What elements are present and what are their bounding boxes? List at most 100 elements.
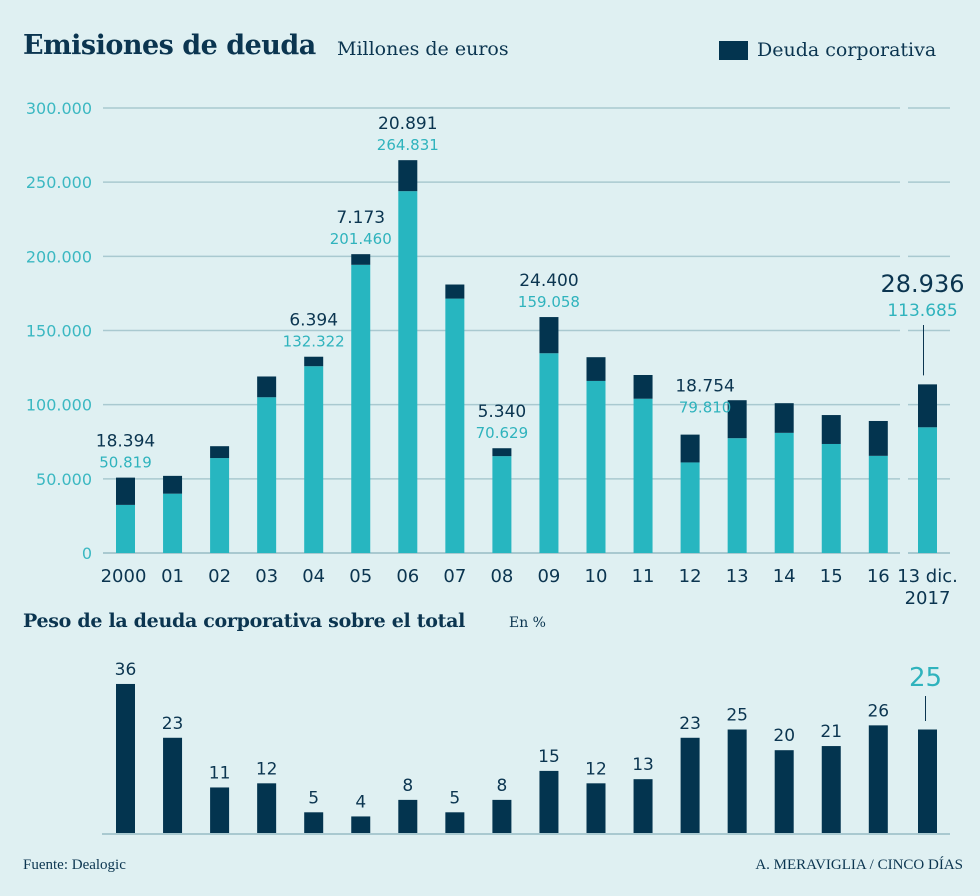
x-tick-label: 15 (820, 566, 843, 587)
data-label-corporate: 20.891 (378, 114, 437, 134)
data-label-corporate: 18.754 (675, 377, 734, 397)
percent-label: 12 (585, 759, 607, 779)
percent-label: 25 (726, 706, 748, 726)
percent-bar (868, 725, 888, 833)
bar-total-segment (492, 456, 512, 553)
x-tick-label: 14 (773, 566, 796, 587)
data-label-corporate: 6.394 (289, 311, 338, 331)
percent-bar (398, 799, 418, 833)
bar-total-segment (116, 504, 135, 553)
x-tick-label: 02 (208, 566, 231, 587)
x-tick-label: 01 (161, 566, 184, 587)
data-label-total: 264.831 (377, 136, 439, 154)
bar-corporate-segment (492, 448, 512, 457)
percent-label: 26 (867, 701, 889, 721)
bar-total-segment (680, 462, 700, 553)
secondary-chart-title: Peso de la deuda corporativa sobre el to… (23, 610, 466, 632)
data-label-corporate: 7.173 (336, 208, 385, 228)
percent-bar (918, 729, 937, 833)
bar-corporate-segment (774, 403, 794, 433)
percent-bar (727, 729, 747, 833)
y-tick-label: 100.000 (26, 396, 92, 415)
legend: Deuda corporativa (719, 39, 936, 61)
percent-label: 8 (402, 776, 413, 796)
percent-label: 8 (496, 776, 507, 796)
legend-label-corporate: Deuda corporativa (757, 39, 937, 61)
bar-corporate-segment (445, 284, 465, 299)
bar-total-segment (774, 432, 794, 553)
bar-corporate-segment (821, 415, 841, 444)
bar-total-segment (586, 380, 606, 553)
percent-bar (257, 783, 277, 833)
data-label-corporate: 18.394 (96, 432, 155, 452)
x-tick-label: 07 (443, 566, 466, 587)
bar-total-segment (539, 353, 559, 553)
percent-bar (492, 799, 512, 833)
chart-title: Emisiones de deuda (23, 30, 316, 61)
bar-corporate-segment (116, 477, 135, 505)
percent-label: 23 (679, 714, 701, 734)
bar-corporate-segment (633, 375, 653, 399)
data-label-total: 113.685 (887, 301, 957, 321)
bar-corporate-segment (210, 446, 230, 459)
bar-total-segment (398, 191, 418, 553)
bar-total-segment (163, 493, 183, 553)
x-tick-label: 06 (396, 566, 419, 587)
bar-corporate-segment (398, 160, 418, 192)
x-tick-label: 11 (632, 566, 655, 587)
percent-label: 36 (115, 660, 137, 680)
data-label-corporate: 5.340 (478, 402, 527, 422)
bar-total-segment (633, 398, 653, 553)
x-tick-label: 2000 (101, 566, 147, 587)
percent-bar (351, 816, 371, 833)
bar-corporate-segment (257, 376, 277, 398)
percent-label: 23 (162, 714, 184, 734)
bar-total-segment (304, 366, 324, 553)
percent-bar (116, 683, 135, 833)
bar-total-segment (868, 455, 888, 553)
y-tick-label: 150.000 (26, 322, 92, 341)
y-tick-label: 200.000 (26, 247, 92, 266)
legend-swatch-corporate (719, 40, 748, 60)
bar-corporate-segment (586, 357, 606, 381)
percent-bar (586, 783, 606, 833)
x-tick-label: 10 (585, 566, 608, 587)
y-tick-label: 300.000 (26, 99, 92, 118)
y-tick-label: 0 (82, 544, 92, 563)
bar-total-segment (257, 397, 277, 553)
percent-label: 11 (209, 763, 231, 783)
percent-bar (445, 812, 465, 833)
bar-corporate-segment (304, 356, 324, 367)
x-tick-label: 04 (302, 566, 325, 587)
bar-total-segment (351, 264, 371, 553)
y-tick-label: 250.000 (26, 173, 92, 192)
x-tick-label: 09 (537, 566, 560, 587)
x-tick-label: 13 (726, 566, 749, 587)
bar-total-segment (445, 298, 465, 553)
percent-bar (821, 746, 841, 833)
data-label-total: 132.322 (283, 333, 345, 351)
percent-label: 12 (256, 759, 278, 779)
bar-total-segment (821, 443, 841, 553)
x-tick-label: 08 (490, 566, 513, 587)
credit-note: A. MERAVIGLIA / CINCO DÍAS (755, 857, 963, 873)
data-label-corporate: 28.936 (881, 270, 965, 298)
percent-bar (774, 750, 794, 833)
percent-bar (539, 770, 559, 833)
bar-corporate-segment (868, 420, 888, 456)
source-note: Fuente: Dealogic (23, 857, 126, 873)
percent-label: 13 (632, 755, 654, 775)
bar-total-segment (918, 427, 937, 553)
bar-corporate-segment (918, 384, 937, 428)
secondary-chart-unit: En % (509, 615, 546, 631)
x-tick-label: 13 dic. (897, 566, 958, 587)
data-label-total: 70.629 (476, 424, 529, 442)
data-label-total: 50.819 (99, 454, 152, 472)
data-label-total: 201.460 (330, 230, 392, 248)
percent-label: 5 (308, 788, 319, 808)
chart-subtitle: Millones de euros (337, 38, 509, 60)
percent-label: 25 (909, 663, 942, 693)
percent-label: 15 (538, 747, 560, 767)
bar-corporate-segment (727, 400, 747, 439)
